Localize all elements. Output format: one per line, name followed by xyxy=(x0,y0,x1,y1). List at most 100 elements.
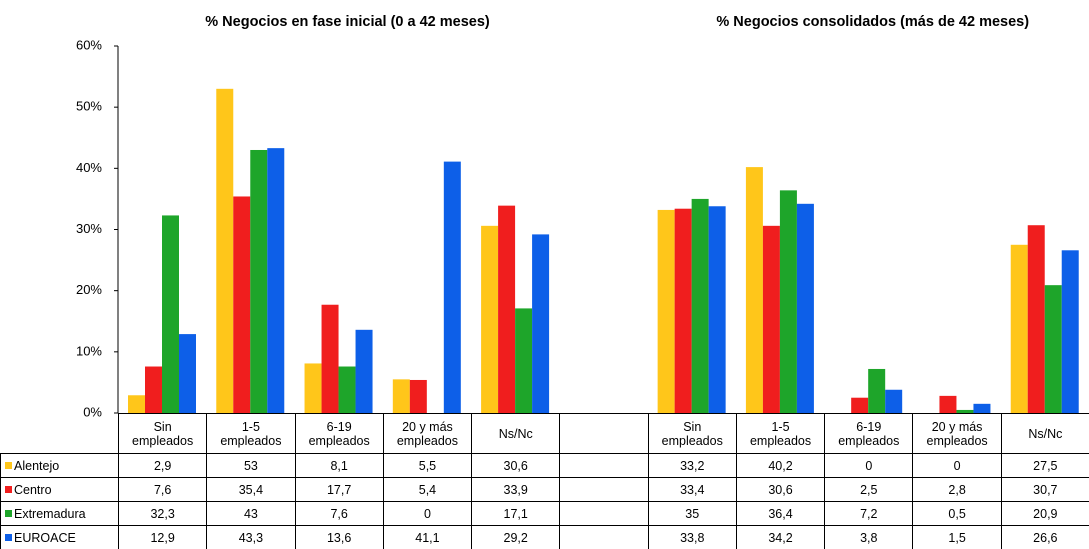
value-label: 7,6 xyxy=(153,482,172,497)
table-cell: 7,6 xyxy=(118,477,208,502)
value-label: 1,5 xyxy=(948,530,966,545)
x-tick-label: 6-19 empleados xyxy=(308,419,370,448)
legend-swatch xyxy=(5,462,12,469)
table-cell: 29,2 xyxy=(471,525,561,549)
table-header-cell: 20 y más empleados xyxy=(382,413,473,454)
value-label: 2,9 xyxy=(153,458,172,473)
table-header-cell: 1-5 empleados xyxy=(206,413,296,454)
value-label: 53 xyxy=(243,458,258,473)
table-cell: 33,8 xyxy=(647,525,737,549)
y-tick-label: 0% xyxy=(83,404,102,419)
value-label: 2,8 xyxy=(948,482,966,497)
bar xyxy=(304,363,322,413)
table-cell: 35,4 xyxy=(206,477,296,502)
y-tick-label: 50% xyxy=(76,99,102,114)
table-cell: 17,1 xyxy=(471,501,561,526)
table-cell: 32,3 xyxy=(118,501,208,526)
value-label: 0,5 xyxy=(948,506,966,521)
bar xyxy=(708,206,726,413)
bar xyxy=(885,389,903,413)
bar xyxy=(779,190,797,413)
table-cell xyxy=(559,453,649,478)
bar xyxy=(162,215,179,413)
x-tick-label: 20 y más empleados xyxy=(926,419,988,448)
y-tick-label: 60% xyxy=(76,37,102,52)
table-cell: 2,5 xyxy=(824,477,914,502)
value-label: 13,6 xyxy=(326,530,352,545)
table-cell: 3,8 xyxy=(824,525,914,549)
bar xyxy=(145,366,162,413)
bar xyxy=(939,395,957,413)
x-tick-label: 6-19 empleados xyxy=(838,419,900,448)
value-label: 7,2 xyxy=(860,506,878,521)
bar xyxy=(338,366,356,413)
value-label: 5,4 xyxy=(418,482,437,497)
bar xyxy=(973,403,991,413)
value-label: 29,2 xyxy=(503,530,528,545)
bar xyxy=(128,395,145,413)
value-label: 17,1 xyxy=(503,506,528,521)
table-cell xyxy=(559,525,649,549)
value-label: 5,5 xyxy=(418,458,437,473)
y-tick-label: 20% xyxy=(76,282,102,297)
value-label: 30,6 xyxy=(503,458,528,473)
bar xyxy=(250,149,268,413)
bar xyxy=(956,409,974,413)
y-tick-label: 30% xyxy=(76,221,102,236)
value-label: 27,5 xyxy=(1033,458,1058,473)
x-tick-label: Sin empleados xyxy=(132,419,194,448)
bar xyxy=(1044,285,1062,413)
y-tick-label: 40% xyxy=(76,160,102,175)
legend-cell: Extremadura xyxy=(0,501,119,526)
legend-label: Alentejo xyxy=(14,458,60,473)
table-cell: 8,1 xyxy=(294,453,384,478)
table-header-cell: Sin empleados xyxy=(647,413,737,454)
bar xyxy=(515,308,533,413)
value-label: 0 xyxy=(865,458,873,473)
value-label: 0 xyxy=(953,458,961,473)
table-cell: 30,6 xyxy=(471,453,561,478)
bar xyxy=(216,88,234,414)
table-header-cell: Ns/Nc xyxy=(1000,413,1089,454)
table-cell: 35 xyxy=(647,501,737,526)
table-cell: 27,5 xyxy=(1000,453,1089,478)
table-cell: 7,2 xyxy=(824,501,914,526)
table-header-cell: 6-19 empleados xyxy=(824,413,914,454)
bar xyxy=(691,198,709,413)
legend-label: EUROACE xyxy=(14,530,76,545)
table-cell: 40,2 xyxy=(735,453,826,478)
table-cell: 43,3 xyxy=(206,525,296,549)
chart-title: % Negocios consolidados (más de 42 meses… xyxy=(716,14,1029,30)
table-cell: 41,1 xyxy=(382,525,473,549)
table-cell: 13,6 xyxy=(294,525,384,549)
value-label: 3,8 xyxy=(860,530,878,545)
value-label: 40,2 xyxy=(768,458,793,473)
bar xyxy=(498,205,516,413)
table-cell: 0 xyxy=(382,501,473,526)
bar xyxy=(674,208,692,413)
bar xyxy=(443,161,461,413)
table-cell: 20,9 xyxy=(1000,501,1089,526)
table-cell: 33,9 xyxy=(471,477,561,502)
table-cell: 26,6 xyxy=(1000,525,1089,549)
value-label: 43,3 xyxy=(238,530,264,545)
value-label: 33,8 xyxy=(680,530,705,545)
bar xyxy=(1027,225,1045,413)
bar xyxy=(851,397,869,413)
bar xyxy=(392,379,410,413)
value-label: 17,7 xyxy=(326,482,352,497)
bar xyxy=(1061,250,1079,413)
value-label: 35 xyxy=(685,506,700,521)
table-header-cell xyxy=(559,413,649,454)
value-label: 7,6 xyxy=(330,506,348,521)
bar xyxy=(267,148,285,414)
value-label: 32,3 xyxy=(150,506,175,521)
value-label: 33,2 xyxy=(680,458,705,473)
bar xyxy=(745,167,763,413)
bar xyxy=(1010,244,1028,413)
table-cell: 0 xyxy=(824,453,914,478)
value-label: 8,1 xyxy=(330,458,348,473)
table-cell: 2,8 xyxy=(912,477,1002,502)
table-cell: 0,5 xyxy=(912,501,1002,526)
value-label: 33,9 xyxy=(503,482,528,497)
